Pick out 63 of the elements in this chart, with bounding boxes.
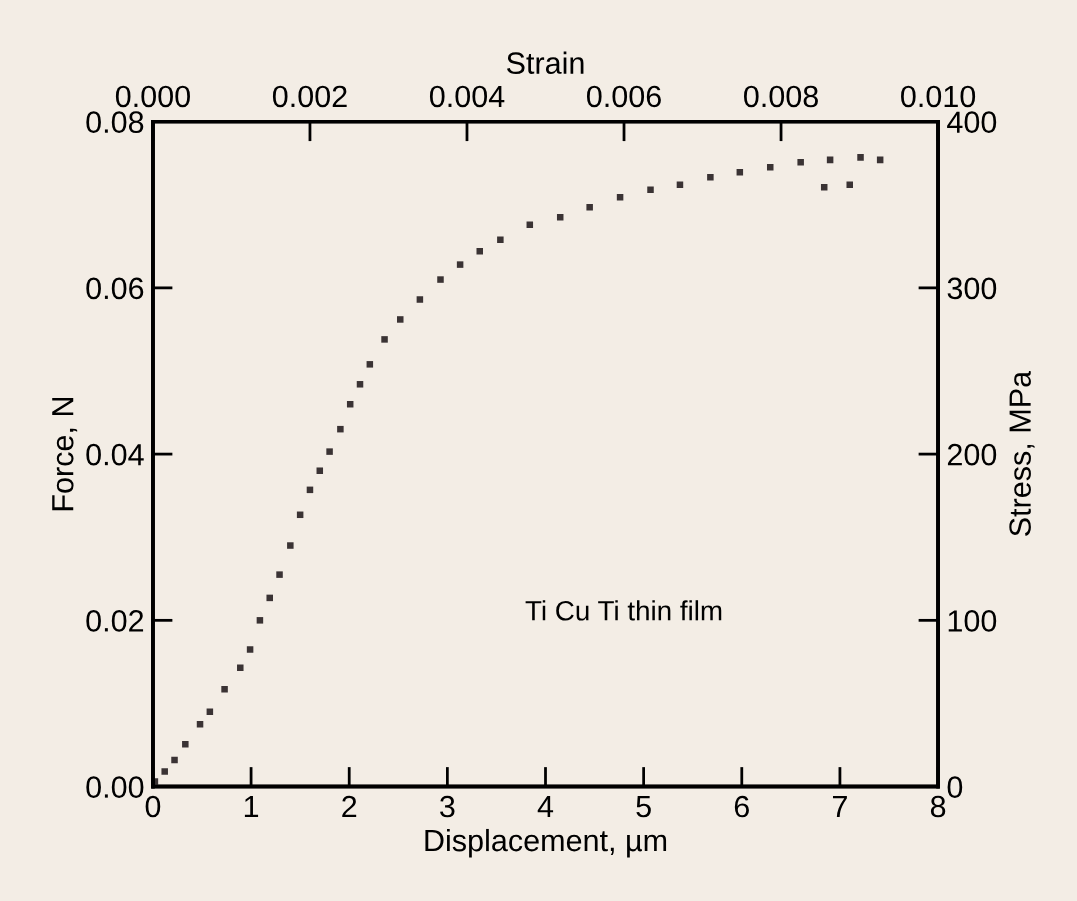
x2-tick-label: 0.010 (901, 85, 976, 108)
x2-tick-label: 0.000 (115, 85, 190, 108)
point (256, 617, 264, 624)
point (797, 159, 804, 166)
y2-tick-label: 0 (947, 776, 963, 798)
y-tick-label: 0.00 (86, 776, 144, 798)
point (820, 184, 828, 191)
point (707, 174, 714, 181)
point (161, 768, 168, 775)
y2-tick-label: 400 (947, 111, 997, 134)
y-axis-title: Force, N (52, 398, 78, 511)
y-tick-label: 0.02 (86, 610, 144, 632)
point (221, 686, 228, 693)
point (476, 248, 483, 255)
x-tick-label: 2 (342, 795, 357, 818)
point (326, 448, 333, 455)
point (736, 169, 744, 176)
point (526, 221, 534, 228)
point (381, 336, 388, 343)
point (766, 164, 774, 171)
x-tick-label: 7 (833, 796, 847, 818)
x2-tick-label: 0.006 (586, 85, 661, 108)
point (356, 381, 364, 388)
x2-tick-label: 0.004 (429, 85, 505, 108)
point (616, 194, 624, 201)
y2-axis-title: Stress, MPa (1009, 370, 1035, 536)
y-tick-label: 0.04 (86, 443, 144, 466)
y2-tick-label: 200 (947, 443, 997, 466)
x-axis-title: Displacement, µm (425, 828, 667, 858)
y2-tick-label: 100 (948, 610, 997, 632)
point (846, 181, 853, 189)
point (337, 425, 344, 433)
x2-tick-label: 0.008 (744, 85, 818, 108)
point (287, 542, 294, 549)
point (366, 361, 374, 368)
point (857, 154, 864, 161)
point (456, 261, 464, 268)
point (396, 316, 404, 323)
y2-tick-label: 300 (947, 277, 997, 300)
point (437, 276, 444, 283)
x-tick-label: 1 (244, 796, 259, 818)
x-tick-label: 3 (440, 795, 455, 818)
x2-tick-label: 0.002 (272, 85, 347, 108)
point (276, 571, 283, 578)
x-tick-label: 6 (734, 795, 749, 818)
point (246, 646, 254, 653)
x2-axis-title: Strain (506, 51, 584, 75)
point (171, 756, 178, 764)
point (237, 664, 244, 671)
x-tick-label: 8 (930, 795, 946, 818)
annotation: Ti Cu Ti thin film (525, 600, 722, 621)
x-tick-label: 5 (636, 796, 651, 818)
point (586, 203, 593, 211)
point (647, 186, 654, 194)
point (316, 467, 324, 474)
y-tick-label: 0.06 (86, 277, 144, 300)
y-tick-label: 0.08 (86, 111, 144, 134)
x-tick-label: 0 (145, 795, 161, 818)
x-tick-label: 4 (537, 796, 554, 818)
point (497, 236, 504, 243)
point (266, 594, 273, 602)
point (182, 740, 189, 748)
point (416, 296, 424, 303)
